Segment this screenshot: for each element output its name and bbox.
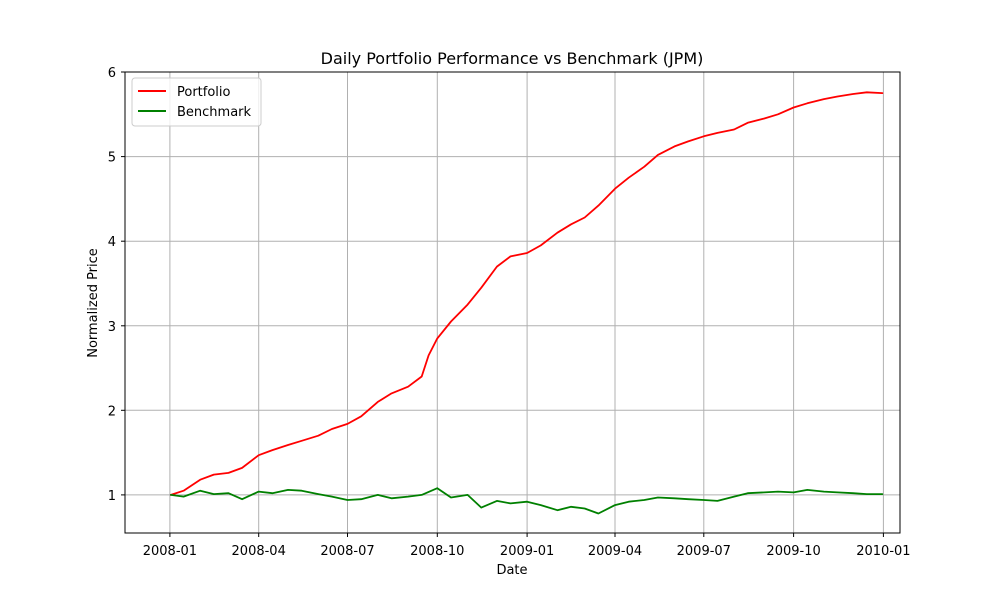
x-tick-label-8: 2010-01 [856,544,910,559]
plot-frame [124,71,901,534]
legend-label-benchmark: Benchmark [177,105,252,120]
y-axis-label: Normalized Price [86,248,101,358]
x-tick-label-0: 2008-01 [143,544,197,559]
series-line-benchmark [169,487,884,515]
legend-label-portfolio: Portfolio [177,85,231,100]
y-tick-label-1: 2 [108,404,116,419]
x-tick-label-1: 2008-04 [232,544,286,559]
y-tick-label-3: 4 [108,235,116,250]
x-tick-label-7: 2009-10 [766,544,820,559]
x-tick-label-2: 2008-07 [320,544,374,559]
y-tick-label-2: 3 [108,320,116,335]
x-tick-label-4: 2009-01 [500,544,554,559]
series-line-portfolio [169,91,884,496]
y-tick-label-5: 6 [108,66,116,81]
y-tick-label-4: 5 [108,151,116,166]
y-tick-label-0: 1 [108,489,116,504]
series-group [169,91,884,515]
axis-ticks: 2008-01 2008-04 2008-07 2008-10 2009-01 2009-… [108,66,911,559]
x-axis-label: Date [496,563,527,578]
x-tick-label-3: 2008-10 [410,544,464,559]
chart-title: Daily Portfolio Performance vs Benchmark… [321,49,704,68]
x-tick-label-6: 2009-07 [677,544,731,559]
legend: Portfolio Benchmark [131,77,262,127]
x-tick-label-5: 2009-04 [588,544,642,559]
